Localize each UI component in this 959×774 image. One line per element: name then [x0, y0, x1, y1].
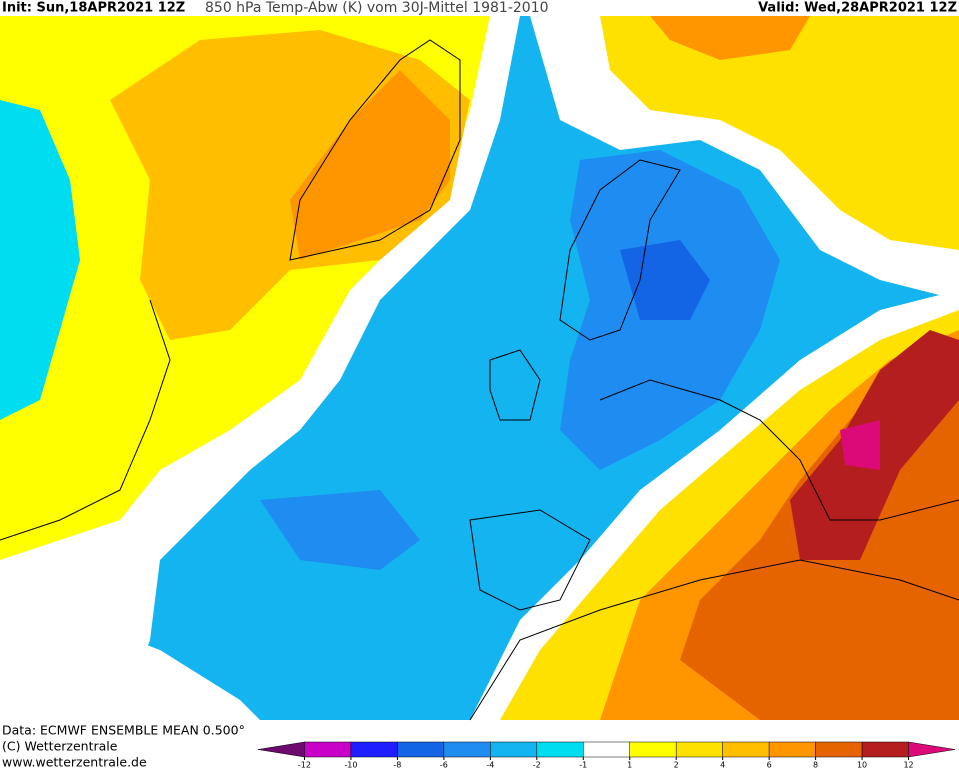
colorbar-tick-label: 6: [767, 761, 772, 770]
colorbar-tick-label: -4: [486, 761, 494, 770]
map: [0, 16, 959, 721]
data-source: Data: ECMWF ENSEMBLE MEAN 0.500°: [2, 723, 245, 738]
cold-atlantic: [260, 490, 420, 570]
colorbar: -12 -10 -8 -6 -4 -2 -1 1 2 4 6 8 10 12: [257, 741, 956, 770]
white-southwest: [0, 600, 260, 720]
colorbar-tick-label: -12: [298, 761, 311, 770]
coast-greenland: [289, 39, 461, 261]
colorbar-triangle: [908, 741, 956, 758]
coast-scandinavia: [559, 159, 681, 341]
colorbar-tick-label: 12: [903, 761, 913, 770]
coastlines: [0, 39, 959, 721]
colorbar-segment: [490, 741, 538, 758]
colorbar-segment: [815, 741, 863, 758]
colorbar-segment: [350, 741, 398, 758]
cold-core: [620, 240, 710, 320]
colorbar-segment: [397, 741, 445, 758]
colorbar-segment: [304, 741, 352, 758]
valid-time: Valid: Wed,28APR2021 12Z: [758, 1, 957, 16]
colorbar-segment: [861, 741, 909, 758]
colorbar-segment: [443, 741, 491, 758]
coast-iberia: [469, 509, 591, 611]
colorbar-tick-label: 8: [813, 761, 818, 770]
colorbar-tick-label: -1: [579, 761, 587, 770]
colorbar-tick-label: 2: [674, 761, 679, 770]
colorbar-tick-label: -8: [393, 761, 401, 770]
coast-britain: [489, 349, 541, 421]
coast-north-america: [0, 299, 171, 541]
colorbar-tick-label: 4: [720, 761, 725, 770]
header-bar: [0, 0, 959, 16]
colorbar-tick-label: 1: [627, 761, 632, 770]
warm-northeast: [600, 16, 959, 250]
map-title: 850 hPa Temp-Abw (K) vom 30J-Mittel 1981…: [205, 0, 549, 16]
hot-peak: [840, 420, 880, 470]
colorbar-tick-label: -10: [344, 761, 357, 770]
cool-strip-west: [0, 100, 80, 420]
warm-arctic: [650, 16, 810, 60]
warm-greenland: [290, 70, 450, 260]
colorbar-tick-label: 10: [857, 761, 867, 770]
colorbar-segment: [768, 741, 816, 758]
copyright: (C) Wetterzentrale: [2, 739, 118, 754]
coast-south-europe: [599, 379, 959, 521]
colorbar-segment: [675, 741, 723, 758]
colorbar-segment: [722, 741, 770, 758]
colorbar-segment: [629, 741, 677, 758]
colorbar-tick-label: -6: [440, 761, 448, 770]
init-time: Init: Sun,18APR2021 12Z: [2, 1, 185, 16]
colorbar-triangle: [257, 741, 305, 758]
colorbar-segment: [583, 741, 630, 758]
colorbar-tick-label: -2: [533, 761, 541, 770]
colorbar-segment: [536, 741, 584, 758]
coast-africa: [469, 559, 959, 721]
website: www.wetterzentrale.de: [2, 755, 147, 770]
